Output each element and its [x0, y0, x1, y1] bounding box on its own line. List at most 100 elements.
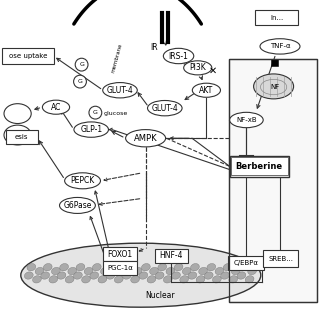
Ellipse shape [172, 272, 180, 279]
Ellipse shape [76, 264, 85, 271]
Text: SREB...: SREB... [268, 256, 293, 261]
Ellipse shape [150, 268, 158, 275]
FancyBboxPatch shape [228, 256, 264, 270]
FancyBboxPatch shape [103, 261, 137, 275]
Text: C/EBPα: C/EBPα [234, 260, 259, 266]
FancyBboxPatch shape [263, 250, 298, 267]
Ellipse shape [74, 122, 108, 137]
Ellipse shape [42, 100, 70, 114]
Ellipse shape [74, 75, 86, 88]
Text: GLUT-4: GLUT-4 [107, 86, 133, 95]
Ellipse shape [35, 268, 44, 275]
Ellipse shape [133, 268, 142, 275]
Text: G: G [77, 79, 83, 84]
FancyBboxPatch shape [155, 249, 188, 263]
Text: glucose: glucose [104, 111, 128, 116]
Ellipse shape [184, 61, 212, 75]
Ellipse shape [204, 272, 213, 279]
FancyBboxPatch shape [231, 157, 288, 175]
Ellipse shape [41, 272, 50, 279]
Ellipse shape [82, 276, 91, 283]
Ellipse shape [245, 276, 254, 283]
Ellipse shape [190, 264, 199, 271]
Ellipse shape [65, 173, 100, 189]
Ellipse shape [75, 58, 88, 71]
Text: ✕: ✕ [209, 66, 217, 76]
Text: NF: NF [270, 84, 279, 90]
Text: AMPK: AMPK [134, 134, 157, 143]
Ellipse shape [196, 276, 205, 283]
Ellipse shape [260, 39, 300, 54]
Ellipse shape [52, 268, 60, 275]
FancyBboxPatch shape [255, 10, 298, 26]
Text: Nuclear: Nuclear [145, 292, 175, 300]
Ellipse shape [24, 272, 33, 279]
Text: GLUT-4: GLUT-4 [151, 104, 178, 113]
Ellipse shape [166, 268, 175, 275]
Ellipse shape [27, 264, 36, 271]
Ellipse shape [248, 268, 257, 275]
Text: AC: AC [51, 103, 61, 112]
Ellipse shape [74, 272, 82, 279]
FancyBboxPatch shape [271, 59, 278, 66]
FancyBboxPatch shape [103, 247, 137, 261]
Ellipse shape [100, 268, 109, 275]
Ellipse shape [106, 272, 115, 279]
Ellipse shape [237, 272, 246, 279]
Ellipse shape [123, 272, 131, 279]
Ellipse shape [223, 264, 232, 271]
Ellipse shape [182, 268, 191, 275]
Ellipse shape [215, 268, 224, 275]
Text: GLP-1: GLP-1 [80, 125, 102, 134]
Text: ose uptake: ose uptake [9, 53, 47, 59]
Ellipse shape [57, 272, 66, 279]
Ellipse shape [84, 268, 93, 275]
Ellipse shape [65, 276, 74, 283]
Ellipse shape [98, 276, 107, 283]
Ellipse shape [141, 264, 150, 271]
FancyBboxPatch shape [2, 48, 54, 64]
Ellipse shape [4, 125, 31, 145]
Ellipse shape [131, 276, 140, 283]
Ellipse shape [49, 276, 58, 283]
Ellipse shape [114, 276, 123, 283]
Text: In...: In... [270, 15, 284, 20]
Ellipse shape [164, 276, 172, 283]
Text: TNF-α: TNF-α [270, 44, 290, 49]
Ellipse shape [180, 276, 188, 283]
Text: IR: IR [150, 43, 158, 52]
FancyBboxPatch shape [230, 156, 289, 177]
Ellipse shape [60, 197, 95, 213]
Ellipse shape [148, 100, 182, 116]
Text: G: G [93, 110, 98, 115]
Text: IRS-1: IRS-1 [169, 52, 188, 60]
Text: Berberine: Berberine [236, 162, 283, 171]
Ellipse shape [43, 264, 52, 271]
Ellipse shape [192, 83, 220, 97]
Ellipse shape [174, 264, 183, 271]
Text: AKT: AKT [199, 86, 213, 95]
Text: PI3K: PI3K [189, 63, 206, 72]
Ellipse shape [117, 268, 126, 275]
Ellipse shape [92, 264, 101, 271]
Ellipse shape [188, 272, 197, 279]
Ellipse shape [21, 243, 261, 307]
Ellipse shape [229, 276, 238, 283]
Text: esis: esis [15, 134, 28, 140]
Ellipse shape [199, 268, 207, 275]
Ellipse shape [68, 268, 76, 275]
Ellipse shape [125, 130, 166, 147]
Text: PEPCK: PEPCK [70, 176, 95, 185]
Ellipse shape [230, 112, 263, 128]
Ellipse shape [60, 264, 68, 271]
Text: G: G [79, 62, 84, 67]
Ellipse shape [231, 268, 240, 275]
Ellipse shape [164, 48, 194, 64]
Text: HNF-4: HNF-4 [159, 252, 183, 260]
FancyBboxPatch shape [6, 130, 38, 144]
Ellipse shape [4, 104, 31, 124]
Ellipse shape [155, 272, 164, 279]
Ellipse shape [89, 106, 102, 119]
Ellipse shape [254, 74, 294, 99]
Text: membrane: membrane [110, 42, 123, 73]
